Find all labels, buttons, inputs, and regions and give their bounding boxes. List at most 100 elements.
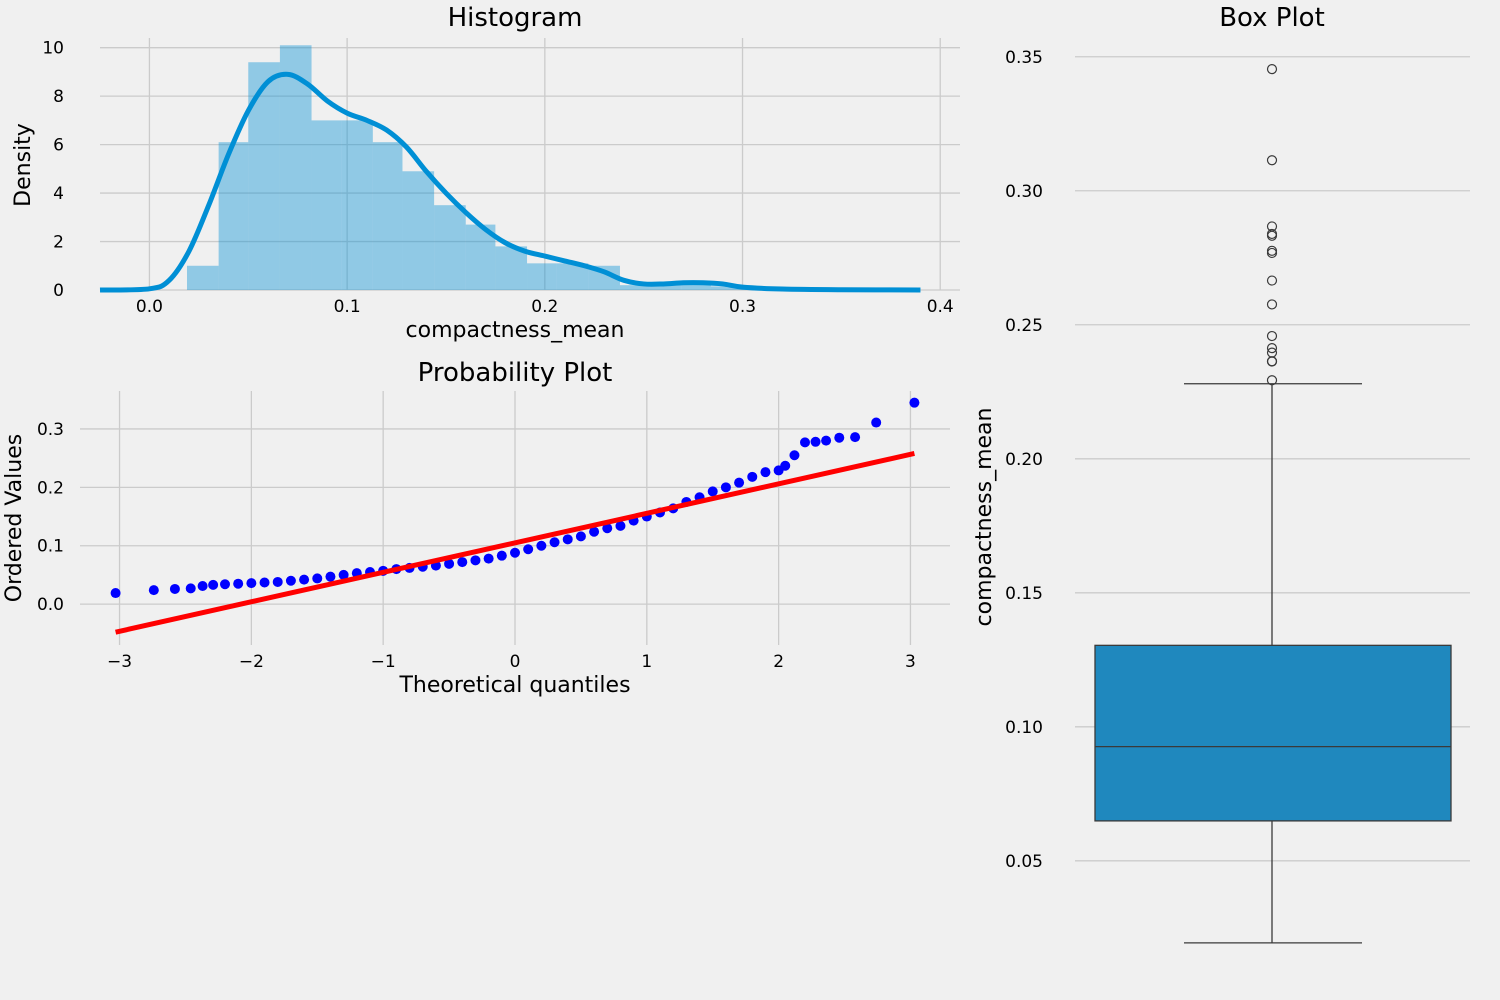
- probability-plot-point: [470, 555, 481, 566]
- box-plot-outlier: [1266, 63, 1278, 75]
- probability-plot-point: [760, 467, 771, 478]
- probability-plot-point: [523, 544, 534, 555]
- probability-plot-fit-line: [115, 451, 915, 635]
- histogram-bar: [649, 282, 682, 290]
- probability-plot-point: [834, 432, 845, 443]
- probability-plot-x-axis-label: Theoretical quantiles: [398, 673, 630, 698]
- histogram-bar: [619, 285, 650, 290]
- probability-plot-point: [549, 537, 560, 548]
- probability-plot-point: [909, 397, 920, 408]
- probability-plot-point: [871, 417, 882, 428]
- histogram-y-tick-label: 8: [53, 87, 64, 107]
- probability-plot-x-tick-label: −1: [371, 652, 396, 672]
- probability-plot-x-tick-label: −3: [107, 652, 132, 672]
- probability-plot-title: Probability Plot: [418, 358, 613, 388]
- histogram-bar: [434, 205, 466, 290]
- probability-plot-point: [285, 575, 296, 586]
- histogram-y-tick-label: 4: [53, 184, 64, 204]
- histogram-ticks: 0.0 0.1 0.2 0.3 0.4 0 2 4 6 8 10: [42, 39, 953, 317]
- histogram-y-tick-label: 0: [53, 281, 64, 301]
- box-plot-outlier: [1266, 330, 1278, 342]
- probability-plot-point: [110, 588, 121, 599]
- box-plot-body: [1094, 383, 1452, 944]
- probability-plot-x-tick-label: 0: [510, 652, 521, 672]
- probability-plot-point: [457, 557, 468, 568]
- probability-plot-point: [299, 574, 310, 585]
- probability-plot-point: [821, 435, 832, 446]
- probability-plot-point: [185, 583, 196, 594]
- box-plot-y-tick-label: 0.15: [1005, 584, 1043, 604]
- histogram-y-tick-label: 2: [53, 233, 64, 253]
- box-plot-y-tick-label: 0.30: [1005, 182, 1043, 202]
- probability-plot-point: [810, 436, 821, 447]
- histogram-grid: [100, 38, 960, 291]
- probability-plot-x-tick-label: −2: [239, 652, 264, 672]
- histogram-bar: [681, 281, 711, 290]
- histogram-bar: [710, 286, 743, 290]
- box-plot-y-tick-label: 0.25: [1005, 316, 1043, 336]
- probability-plot-point: [536, 540, 547, 551]
- probability-plot-point: [850, 432, 861, 443]
- histogram-bars: [186, 45, 836, 291]
- probability-plot-point: [789, 450, 800, 461]
- probability-plot-point: [496, 550, 507, 561]
- histogram-x-tick-label: 0.1: [334, 297, 361, 317]
- probability-plot-point: [720, 482, 731, 493]
- histogram-y-axis-label: Density: [11, 123, 36, 207]
- probability-plot-y-tick-label: 0.0: [37, 595, 64, 615]
- histogram-bar: [341, 120, 373, 290]
- histogram-bar: [402, 171, 435, 290]
- probability-plot-x-tick-label: 1: [641, 652, 652, 672]
- histogram-bar: [248, 62, 280, 290]
- probability-plot-point: [272, 576, 283, 587]
- probability-plot-point: [602, 523, 613, 534]
- probability-plot-y-axis-label: Ordered Values: [2, 434, 27, 602]
- box-plot-outlier: [1266, 375, 1278, 386]
- histogram-title: Histogram: [448, 3, 583, 33]
- probability-plot-ticks: −3 −2 −1 0 1 2 3 0.0 0.1 0.2 0.3: [37, 420, 916, 672]
- histogram-panel: 0.0 0.1 0.2 0.3 0.4 0 2 4 6 8 10 Histogram compact…: [11, 3, 960, 343]
- box-plot-outlier: [1266, 347, 1278, 358]
- box-plot-panel: 0.05 0.10 0.15 0.20 0.25 0.30 0.35 Box Plot co…: [972, 3, 1470, 944]
- probability-plot-point: [780, 460, 791, 471]
- box-plot-outlier: [1266, 275, 1278, 286]
- histogram-bar: [495, 246, 528, 290]
- probability-plot-panel: −3 −2 −1 0 1 2 30.00.10.20.3 Probability Plot …: [2, 358, 950, 698]
- box-plot-y-tick-label: 0.10: [1005, 718, 1043, 738]
- box-plot-outliers: [1266, 63, 1278, 386]
- histogram-y-tick-label: 6: [53, 136, 64, 156]
- histogram-x-tick-label: 0.0: [136, 297, 163, 317]
- probability-plot-point: [148, 585, 159, 596]
- histogram-x-tick-label: 0.3: [729, 297, 756, 317]
- probability-plot-point: [444, 558, 455, 569]
- probability-plot-point: [312, 573, 323, 584]
- probability-plot-point: [208, 579, 219, 590]
- probability-plot-grid: [80, 391, 950, 645]
- histogram-x-tick-label: 0.2: [531, 297, 558, 317]
- histogram-y-tick-label: 10: [42, 39, 64, 59]
- probability-plot-point: [747, 471, 758, 482]
- histogram-x-tick-label: 0.4: [927, 297, 954, 317]
- probability-plot-point: [575, 531, 586, 542]
- probability-plot-point: [338, 569, 349, 580]
- probability-plot-point: [707, 486, 718, 497]
- histogram-bar: [372, 142, 403, 290]
- probability-plot-point: [325, 571, 336, 582]
- probability-plot-point: [615, 520, 626, 531]
- histogram-x-axis-label: compactness_mean: [406, 318, 625, 343]
- box-plot-ticks: 0.05 0.10 0.15 0.20 0.25 0.30 0.35: [1005, 48, 1043, 872]
- box-plot-outlier: [1266, 221, 1278, 232]
- probability-plot-point: [197, 581, 208, 592]
- probability-plot-point: [510, 547, 520, 558]
- probability-plot-y-tick-label: 0.3: [37, 420, 64, 440]
- box-plot-outlier: [1266, 245, 1278, 256]
- box-plot-y-tick-label: 0.20: [1005, 450, 1043, 470]
- histogram-kde-curve: [99, 71, 921, 293]
- probability-plot-y-tick-label: 0.2: [37, 478, 64, 498]
- box-plot-outlier: [1266, 343, 1278, 354]
- probability-plot-point: [246, 578, 257, 589]
- probability-plot-point: [483, 553, 494, 564]
- probability-plot-point: [169, 583, 180, 594]
- probability-plot-point: [562, 534, 573, 545]
